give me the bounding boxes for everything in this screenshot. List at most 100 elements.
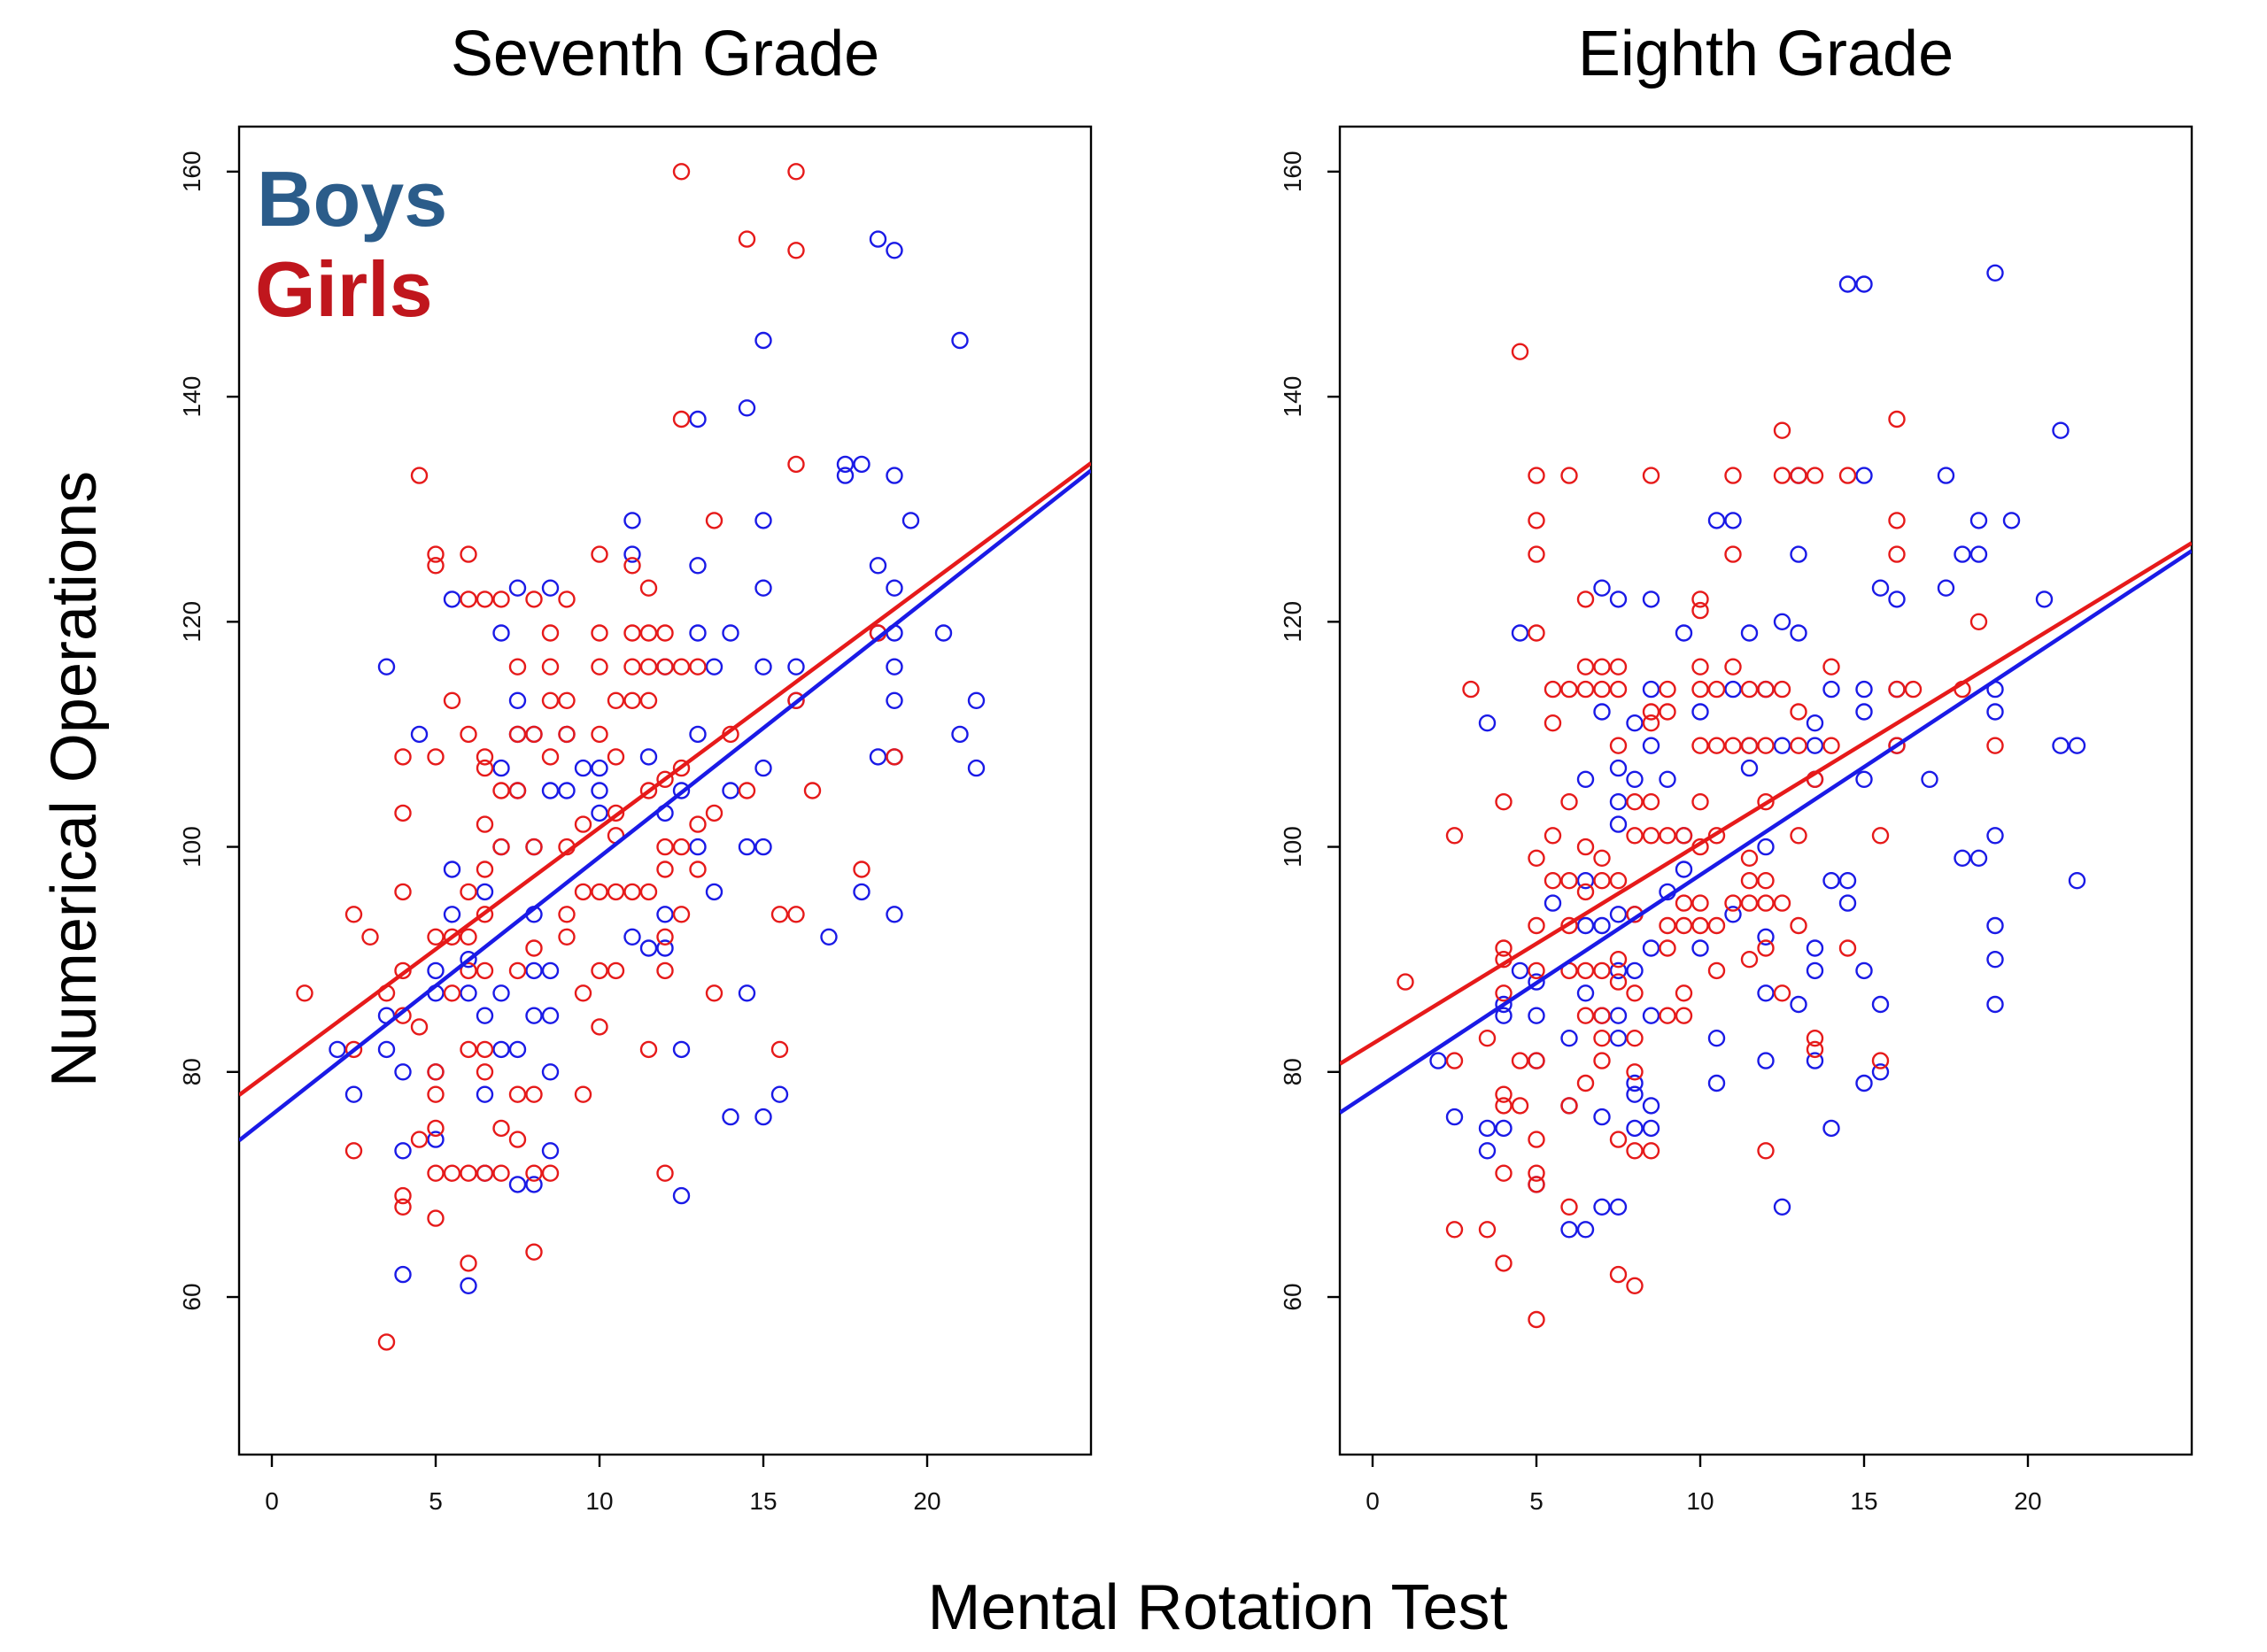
data-point bbox=[1969, 849, 1988, 867]
data-point bbox=[869, 557, 887, 575]
data-point bbox=[1790, 995, 1807, 1014]
data-point bbox=[705, 883, 723, 901]
data-point bbox=[591, 883, 608, 901]
data-point bbox=[672, 759, 691, 777]
data-point bbox=[1806, 961, 1824, 980]
data-point bbox=[1626, 770, 1644, 788]
data-point bbox=[427, 1119, 445, 1138]
data-point bbox=[1806, 939, 1824, 957]
data-point bbox=[1675, 984, 1693, 1002]
data-point bbox=[460, 883, 477, 901]
data-point bbox=[1560, 680, 1578, 699]
data-point bbox=[1495, 1119, 1513, 1138]
data-point bbox=[591, 545, 608, 563]
data-point bbox=[623, 557, 641, 575]
data-point bbox=[689, 557, 707, 575]
x-tick-label: 0 bbox=[1366, 1487, 1380, 1515]
data-point bbox=[394, 1063, 412, 1081]
data-point bbox=[738, 838, 756, 856]
data-point bbox=[886, 242, 903, 259]
data-point bbox=[1593, 658, 1611, 675]
data-point bbox=[2052, 421, 2070, 439]
data-point bbox=[672, 906, 691, 923]
data-point bbox=[1609, 1007, 1628, 1024]
data-point bbox=[541, 1164, 560, 1182]
data-point bbox=[460, 1040, 477, 1059]
data-point bbox=[1659, 827, 1676, 845]
data-point bbox=[1560, 1097, 1578, 1115]
y-tick-label: 80 bbox=[178, 1058, 205, 1085]
data-point bbox=[1544, 827, 1562, 845]
data-point bbox=[1757, 793, 1775, 811]
data-point bbox=[1593, 872, 1611, 890]
data-point bbox=[1609, 906, 1628, 923]
data-point bbox=[1478, 1142, 1497, 1160]
data-point bbox=[1593, 1029, 1611, 1047]
data-point bbox=[754, 1108, 772, 1126]
data-point bbox=[1576, 984, 1595, 1002]
data-point bbox=[656, 838, 674, 856]
data-point bbox=[1773, 894, 1791, 912]
data-point bbox=[508, 1085, 527, 1103]
data-point bbox=[1642, 680, 1660, 699]
data-point bbox=[1495, 939, 1513, 957]
data-point bbox=[951, 331, 969, 350]
data-point bbox=[558, 782, 576, 799]
data-point bbox=[672, 410, 691, 428]
data-point bbox=[525, 1007, 543, 1024]
data-point bbox=[1528, 1164, 1545, 1182]
data-point bbox=[1495, 1085, 1513, 1103]
data-point bbox=[1724, 680, 1742, 699]
data-point bbox=[1560, 1029, 1578, 1047]
data-point bbox=[1576, 1007, 1595, 1024]
x-tick-label: 10 bbox=[585, 1487, 613, 1515]
data-point bbox=[607, 804, 625, 822]
data-point bbox=[492, 1119, 510, 1138]
data-point bbox=[1675, 861, 1693, 878]
data-point bbox=[1790, 737, 1807, 754]
data-point bbox=[689, 838, 707, 856]
data-point bbox=[427, 1131, 445, 1148]
data-point bbox=[1576, 770, 1595, 788]
data-point bbox=[1822, 1119, 1840, 1138]
data-point bbox=[1969, 512, 1988, 529]
data-point bbox=[1969, 545, 1988, 563]
data-point bbox=[689, 725, 707, 744]
data-point bbox=[1626, 984, 1644, 1002]
data-point bbox=[492, 984, 510, 1002]
data-point bbox=[1626, 1029, 1644, 1047]
legend-girls-label: Girls bbox=[255, 245, 433, 333]
data-point bbox=[672, 163, 691, 181]
data-point bbox=[525, 1176, 543, 1193]
data-point bbox=[1675, 1007, 1693, 1024]
data-point bbox=[1937, 467, 1955, 484]
data-point bbox=[1757, 680, 1775, 699]
data-point bbox=[803, 782, 822, 799]
data-point bbox=[607, 691, 625, 709]
data-point bbox=[1707, 916, 1726, 935]
data-point bbox=[1544, 872, 1562, 890]
y-tick-label: 160 bbox=[178, 151, 205, 192]
data-point bbox=[476, 961, 494, 980]
legend-boys-label: Boys bbox=[257, 155, 447, 243]
data-point bbox=[541, 1007, 560, 1024]
data-point bbox=[541, 961, 560, 980]
data-point bbox=[1495, 1097, 1513, 1115]
data-point bbox=[1757, 737, 1775, 754]
data-point bbox=[541, 691, 560, 709]
data-point bbox=[1986, 995, 2004, 1014]
data-point bbox=[574, 883, 592, 901]
data-point bbox=[1659, 770, 1676, 788]
data-point bbox=[639, 624, 658, 642]
data-point bbox=[967, 759, 986, 777]
data-point bbox=[1806, 1029, 1824, 1047]
data-point bbox=[1593, 1007, 1611, 1024]
data-point bbox=[754, 838, 772, 856]
data-point bbox=[1855, 467, 1873, 484]
regression-line-boys bbox=[239, 468, 1091, 1142]
data-point bbox=[344, 1142, 363, 1160]
data-point bbox=[722, 1108, 739, 1126]
x-tick-label: 20 bbox=[2014, 1487, 2041, 1515]
data-point bbox=[1609, 737, 1628, 754]
data-point bbox=[1888, 591, 1906, 608]
